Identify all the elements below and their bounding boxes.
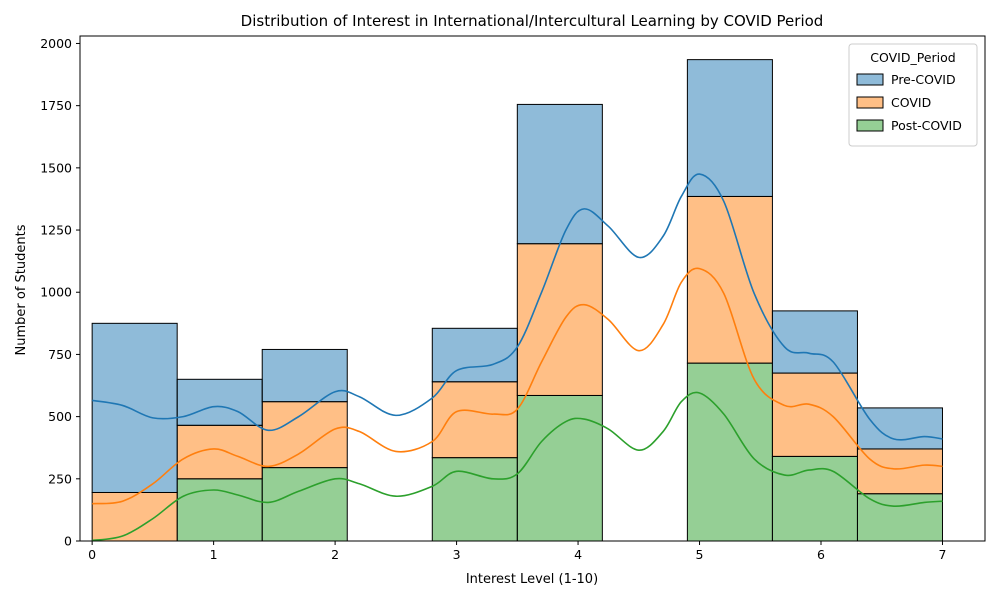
- bar-covid-bin-9: [856, 448, 943, 495]
- y-tick-label: 1000: [40, 285, 72, 300]
- bar-post-covid-bin-7: [686, 362, 773, 542]
- bar-pre-covid-bin-0: [91, 322, 178, 493]
- legend-label-pre-covid: Pre-COVID: [891, 72, 956, 87]
- chart-title: Distribution of Interest in Internationa…: [241, 12, 824, 30]
- x-tick-label: 0: [88, 547, 96, 562]
- legend: COVID_Period Pre-COVID COVID Post-COVID: [848, 43, 978, 147]
- y-tick-label: 1500: [40, 160, 72, 175]
- bar-post-covid-bin-5: [516, 394, 603, 542]
- legend-title: COVID_Period: [870, 50, 955, 65]
- x-tick-label: 1: [210, 547, 218, 562]
- y-tick-label: 2000: [40, 36, 72, 51]
- plot-frame: [79, 35, 986, 542]
- y-tick-label: 1750: [40, 98, 72, 113]
- bar-pre-covid-bin-1: [176, 378, 263, 426]
- legend-label-covid: COVID: [891, 95, 931, 110]
- legend-swatch-post-covid: [856, 119, 884, 132]
- bar-pre-covid-bin-5: [516, 103, 603, 245]
- y-tick-label: 750: [48, 347, 72, 362]
- bar-post-covid-bin-8: [771, 455, 858, 542]
- x-axis-label: Interest Level (1-10): [466, 572, 598, 587]
- plot-area: 0 1 2 3 4 5 6 7 0 250 500 750 1000 1250 1500 1750 2000: [40, 35, 986, 562]
- y-tick-label: 250: [48, 471, 72, 486]
- x-tick-label: 3: [453, 547, 461, 562]
- bar-pre-covid-bin-9: [856, 407, 943, 450]
- bar-covid-bin-2: [261, 401, 348, 469]
- kde-line-covid: [92, 267, 943, 505]
- bar-post-covid-bin-4: [431, 457, 518, 542]
- y-tick-label: 1250: [40, 223, 72, 238]
- x-tick-label: 2: [331, 547, 339, 562]
- bar-pre-covid-bin-7: [686, 59, 773, 197]
- bar-pre-covid-bin-8: [771, 310, 858, 374]
- x-tick-label: 7: [939, 547, 947, 562]
- bar-post-covid-bin-9: [856, 493, 943, 542]
- bar-covid-bin-4: [431, 381, 518, 459]
- legend-label-post-covid: Post-COVID: [891, 118, 962, 133]
- x-tick-label: 6: [817, 547, 825, 562]
- bar-covid-bin-0: [91, 491, 178, 542]
- kde-line-post-covid: [92, 391, 943, 542]
- kde-line-pre-covid: [92, 173, 943, 441]
- bar-covid-bin-7: [686, 195, 773, 364]
- y-tick-label: 0: [64, 534, 72, 549]
- legend-swatch-pre-covid: [856, 73, 884, 86]
- bar-covid-bin-1: [176, 424, 263, 480]
- bar-pre-covid-bin-2: [261, 348, 348, 403]
- y-tick-label: 500: [48, 409, 72, 424]
- x-tick-label: 4: [574, 547, 582, 562]
- legend-swatch-covid: [856, 96, 884, 109]
- bar-post-covid-bin-1: [176, 478, 263, 542]
- x-tick-label: 5: [696, 547, 704, 562]
- bar-pre-covid-bin-4: [431, 327, 518, 383]
- bar-covid-bin-8: [771, 372, 858, 457]
- y-axis-label: Number of Students: [14, 224, 29, 355]
